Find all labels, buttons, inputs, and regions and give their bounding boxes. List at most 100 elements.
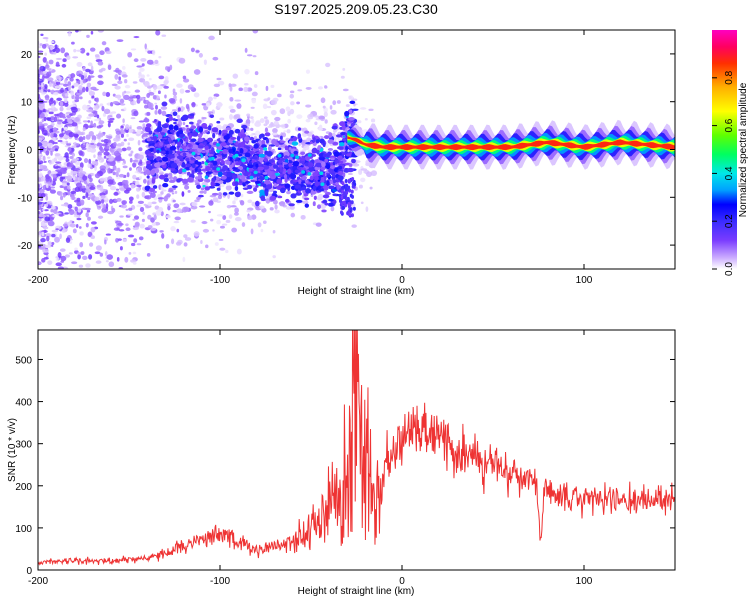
spectrogram-point [90,86,97,90]
spectrogram-point [174,139,178,144]
spectrogram-point [169,64,173,71]
spectrogram-point [42,57,47,63]
figure-title: S197.2025.209.05.23.C30 [274,1,438,17]
spectrogram-point [48,111,54,115]
spectrogram-point [126,133,129,138]
spectrogram-point [210,163,214,169]
spectrogram-point [71,261,78,265]
spectrogram-point [38,162,42,165]
spectrogram-point [253,170,258,175]
spectrogram-point [64,97,68,104]
spectrogram-point [122,91,125,97]
spectrogram-point [266,151,273,157]
spectrogram-point [351,108,359,112]
spectrogram-point [68,118,72,123]
spectrogram-point [312,137,316,143]
spectrogram-point [97,30,105,33]
spectrogram-point [203,190,207,194]
spectrogram-point [212,197,219,203]
spectrogram-point [189,121,194,125]
spectrogram-point [125,227,131,231]
spectrogram-point [222,172,227,176]
spectrogram-point [74,206,78,212]
spectrogram-point [146,111,151,116]
spectrogram-point [339,210,343,215]
spectrogram-point [290,212,296,218]
spectrogram-point [169,129,176,133]
spectrogram-point [352,206,356,211]
spectrogram-point [273,183,277,188]
spectrogram-point [123,138,127,142]
spectrogram-point [360,177,366,183]
spectrogram-point [216,77,222,81]
spectrogram-point [45,203,48,208]
spectrogram-point [122,123,125,126]
spectrogram-point [162,182,169,188]
spectrogram-point [103,108,111,115]
spectrogram-point [113,137,120,142]
spectrogram-point [203,142,207,145]
spectrogram-point [85,86,89,92]
spectrogram-point [176,150,180,155]
spectrogram-point [244,47,248,53]
spectrogram-point [302,200,309,205]
spectrogram-point [156,126,163,132]
spectrogram-point [94,173,101,179]
spectrogram-point [147,153,154,157]
spectrogram-ylabel: Frequency (Hz) [7,116,18,185]
spectrogram-point [134,89,141,93]
spectrogram-point [54,166,61,169]
spectrogram-point [368,108,374,112]
spectrogram-point [269,195,277,201]
spectrogram-point [49,186,56,189]
spectrogram-point [207,125,212,131]
spectrogram-point [260,118,265,124]
spectrogram-point [52,48,56,53]
spectrogram-point [228,105,234,110]
spectrogram-point [170,162,178,169]
spectrogram-point [314,121,318,126]
spectrogram-point [119,103,126,106]
spectrogram-point [255,200,260,207]
spectrogram-point [234,181,239,187]
spectrogram-point [360,201,364,205]
spectrogram-point [96,142,104,147]
spectrogram-point [323,190,328,193]
spectrogram-point [138,120,145,123]
spectrogram-point [48,159,53,165]
spectrogram-point [319,171,324,176]
spectrogram-point [53,113,60,117]
spectrogram-point [55,81,61,85]
spectrogram-point [54,153,61,157]
spectrogram-point [46,68,52,71]
spectrogram-point [292,159,296,162]
spectrogram-point [163,140,170,145]
spectrogram-point [134,221,140,227]
spectrogram-point [344,203,348,208]
spectrogram-point [168,149,173,155]
spectrogram-point [304,197,310,201]
spectrogram-point [117,80,123,85]
spectrogram-point [289,108,295,115]
spectrogram-point [107,167,112,174]
spectrogram-point [88,158,92,165]
spectrogram-point [42,91,47,95]
spectrogram-point [204,156,209,161]
spectrogram-point [132,174,137,180]
spectrogram-point [129,94,134,97]
spectrogram-point [201,221,208,225]
spectrogram-point [223,180,227,185]
spectrogram-point [41,258,46,263]
spectrogram-point [225,219,231,223]
spectrogram-point [313,166,321,171]
spectrogram-point [128,196,134,201]
spectrogram-point [328,185,335,190]
spectrogram-point [344,187,348,192]
spectrogram-point [279,187,286,194]
spectrogram-point [331,125,338,130]
spectrogram-point [157,121,162,127]
spectrogram-point [48,59,54,65]
spectrogram-point [348,109,353,115]
spectrogram-point [183,142,187,146]
spectrogram-point [120,141,125,147]
